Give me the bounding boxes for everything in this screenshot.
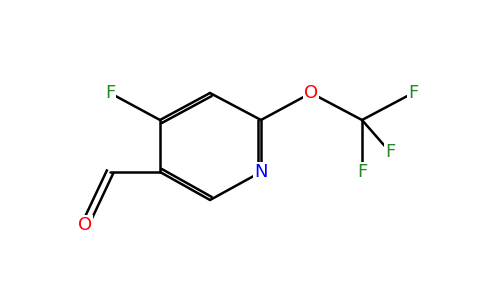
Text: F: F <box>408 84 418 102</box>
Text: F: F <box>357 163 367 181</box>
Text: F: F <box>105 84 115 102</box>
Text: O: O <box>78 216 92 234</box>
Text: F: F <box>385 143 395 161</box>
Text: O: O <box>304 84 318 102</box>
Text: N: N <box>254 163 268 181</box>
